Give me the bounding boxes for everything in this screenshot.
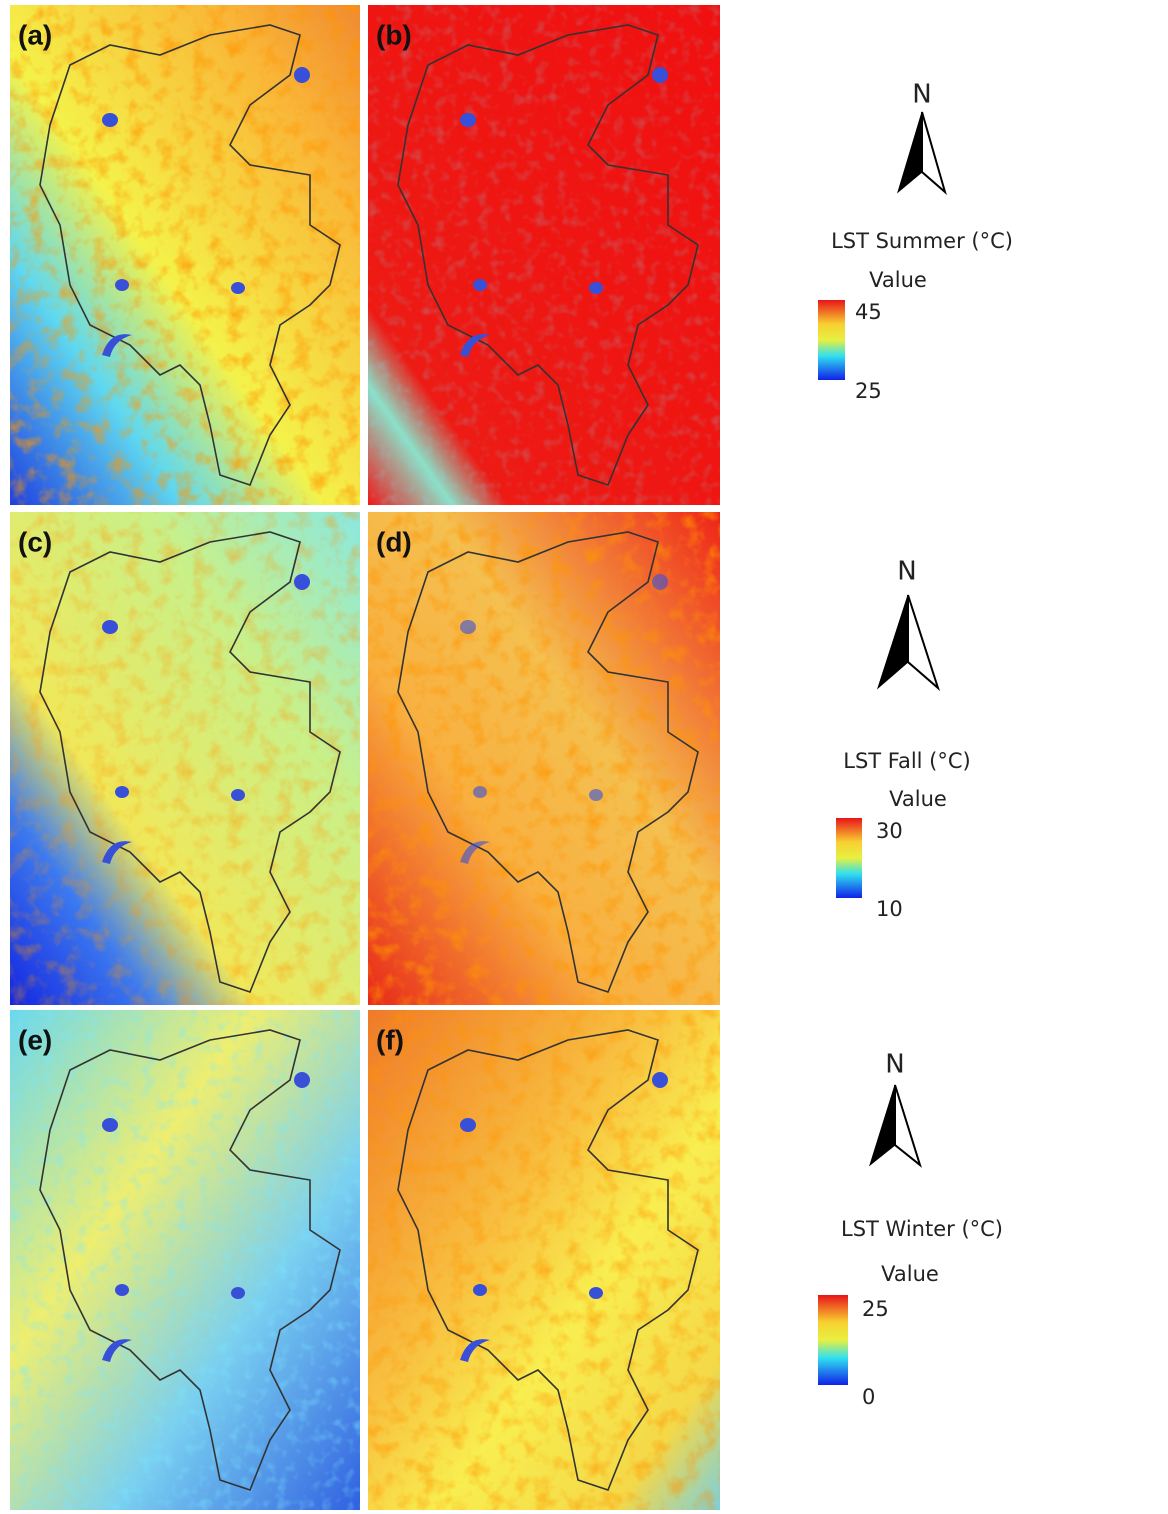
legend-title: LST Fall (°C)	[843, 749, 970, 773]
legend-title: LST Winter (°C)	[841, 1217, 1003, 1241]
legend-min: 0	[862, 1385, 875, 1409]
panel-label: (b)	[376, 19, 412, 50]
legend-subtitle: Value	[869, 268, 927, 292]
legend-max: 45	[855, 300, 882, 324]
color-bar	[818, 300, 845, 380]
legend: N LST Winter (°C) Value 25 0	[818, 1050, 1003, 1410]
color-bar	[818, 1295, 848, 1385]
legend-subtitle: Value	[881, 1262, 939, 1286]
map-panel: (f)	[368, 1010, 720, 1510]
figure: (a) (b) (c) (d) (e) (f) N LST Summer (°C…	[0, 0, 1168, 1514]
legend: N LST Fall (°C) Value 30 10	[836, 557, 971, 922]
north-arrow	[895, 1085, 920, 1165]
panel-label: (c)	[18, 526, 52, 557]
map-panels: (a) (b) (c) (d) (e) (f)	[10, 5, 720, 1510]
panel-label: (e)	[18, 1024, 52, 1055]
panel-label: (f)	[376, 1024, 404, 1055]
north-arrow	[922, 112, 945, 192]
north-label: N	[885, 1050, 904, 1080]
legend-min: 25	[855, 379, 882, 403]
north-arrow	[898, 112, 922, 192]
panel-label: (d)	[376, 526, 412, 557]
color-bar	[836, 818, 862, 898]
panel-label: (a)	[18, 19, 52, 50]
legend: N LST Summer (°C) Value 45 25	[818, 80, 1013, 404]
north-arrow	[908, 595, 938, 688]
map-panel: (e)	[10, 1010, 360, 1510]
map-panel: (c)	[10, 512, 360, 1005]
legend-min: 10	[876, 897, 903, 921]
map-panel: (b)	[368, 5, 720, 505]
legend-subtitle: Value	[889, 787, 947, 811]
north-arrow	[870, 1085, 895, 1165]
map-panel: (d)	[368, 512, 720, 1005]
north-label: N	[897, 557, 916, 587]
legend-title: LST Summer (°C)	[831, 229, 1013, 253]
north-arrow	[878, 595, 908, 688]
north-label: N	[912, 80, 931, 110]
legend-max: 30	[876, 819, 903, 843]
legend-max: 25	[862, 1297, 889, 1321]
map-panel: (a)	[10, 5, 360, 505]
